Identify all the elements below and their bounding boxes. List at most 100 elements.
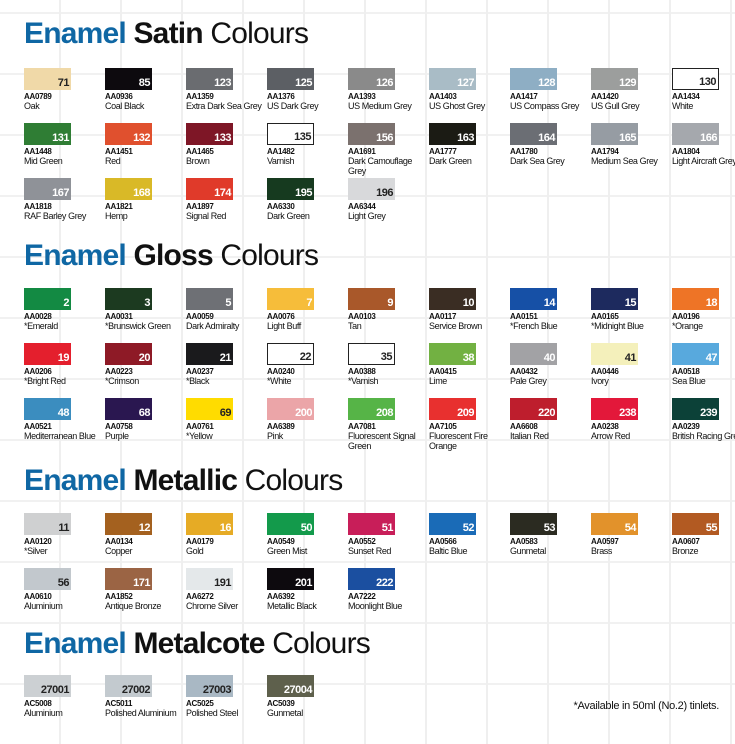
colour-swatch: 171 [105, 568, 152, 590]
colour-name: Mid Green [24, 156, 63, 166]
colour-number: 69 [219, 407, 232, 419]
colour-name: Tan [348, 321, 362, 331]
colour-code: AA6608 [510, 422, 538, 431]
colour-swatch-item: 208 AA7081 Fluorescent Signal Green [348, 398, 429, 453]
colour-swatch: 167 [24, 178, 71, 200]
colour-number: 55 [705, 522, 718, 534]
colour-swatch: 12 [105, 513, 152, 535]
colour-number: 166 [700, 132, 717, 144]
colour-number: 53 [543, 522, 556, 534]
title-word: Colours [244, 464, 344, 497]
colour-swatch: 27001 [24, 675, 71, 697]
colour-swatch-item: 51 AA0552 Sunset Red [348, 513, 429, 568]
colour-swatch: 48 [24, 398, 71, 420]
colour-number: 132 [133, 132, 150, 144]
colour-code: AA0239 [672, 422, 700, 431]
colour-number: 20 [138, 352, 151, 364]
colour-name: Bronze [672, 546, 699, 556]
colour-swatch-item: 222 AA7222 Moonlight Blue [348, 568, 429, 623]
colour-code: AA0206 [24, 367, 52, 376]
colour-code: AA0415 [429, 367, 457, 376]
colour-name: Copper [105, 546, 133, 556]
colour-number: 50 [300, 522, 313, 534]
colour-number: 56 [57, 577, 70, 589]
colour-number: 18 [705, 297, 718, 309]
colour-swatch: 132 [105, 123, 152, 145]
colour-swatch-item: 164 AA1780 Dark Sea Grey [510, 123, 591, 178]
colour-swatch: 27002 [105, 675, 152, 697]
colour-number: 209 [457, 407, 474, 419]
colour-swatch-item: 48 AA0521 Mediterranean Blue [24, 398, 105, 453]
colour-number: 3 [144, 297, 150, 309]
colour-swatch: 19 [24, 343, 71, 365]
colour-code: AA0028 [24, 312, 52, 321]
colour-number: 129 [619, 77, 636, 89]
colour-number: 164 [538, 132, 555, 144]
title-word: Colours [272, 627, 371, 660]
colour-code: AA1451 [105, 147, 133, 156]
title-brand: Enamel [24, 239, 127, 272]
colour-code: AA1434 [672, 92, 700, 101]
colour-code: AA0549 [267, 537, 295, 546]
colour-code: AA6392 [267, 592, 295, 601]
colour-swatch-item: 9 AA0103 Tan [348, 288, 429, 343]
colour-code: AA0223 [105, 367, 133, 376]
colour-number: 38 [462, 352, 475, 364]
colour-name: Purple [105, 431, 129, 441]
colour-swatch-item: 135 AA1482 Varnish [267, 123, 348, 178]
colour-number: 27003 [202, 684, 232, 696]
colour-name: Gunmetal [510, 546, 546, 556]
colour-number: 135 [294, 131, 311, 143]
colour-code: AA0120 [24, 537, 52, 546]
colour-swatch-item: 85 AA0936 Coal Black [105, 68, 186, 123]
colour-code: AA6389 [267, 422, 295, 431]
title-type: Satin [133, 17, 203, 50]
colour-code: AA1852 [105, 592, 133, 601]
colour-number: 174 [214, 187, 231, 199]
colour-name: Moonlight Blue [348, 601, 402, 611]
section-title-metalcote: Enamel Metalcote Colours [24, 627, 371, 661]
colour-code: AC5025 [186, 699, 214, 708]
colour-swatch-item: 27004 AC5039 Gunmetal [267, 675, 348, 730]
colour-swatch: 15 [591, 288, 638, 310]
colour-name: Polished Steel [186, 708, 238, 718]
colour-number: 7 [306, 297, 312, 309]
colour-code: AC5008 [24, 699, 52, 708]
section-title-metallic: Enamel Metallic Colours [24, 464, 344, 498]
colour-code: AA1417 [510, 92, 538, 101]
colour-number: 133 [214, 132, 231, 144]
colour-swatch-item: 20 AA0223 *Crimson [105, 343, 186, 398]
colour-code: AA0165 [591, 312, 619, 321]
colour-swatch-item: 238 AA0238 Arrow Red [591, 398, 672, 453]
colour-swatch-item: 201 AA6392 Metallic Black [267, 568, 348, 623]
section-title-satin: Enamel Satin Colours [24, 17, 309, 51]
colour-swatch-item: 68 AA0758 Purple [105, 398, 186, 453]
colour-number: 5 [225, 297, 231, 309]
colour-swatch-item: 11 AA0120 *Silver [24, 513, 105, 568]
colour-name: Pink [267, 431, 283, 441]
colour-name: *Black [186, 376, 210, 386]
colour-code: AA6344 [348, 202, 376, 211]
colour-code: AC5011 [105, 699, 133, 708]
colour-swatch: 126 [348, 68, 395, 90]
colour-swatch: 208 [348, 398, 395, 420]
colour-number: 168 [133, 187, 150, 199]
colour-code: AC5039 [267, 699, 295, 708]
colour-code: AA0597 [591, 537, 619, 546]
colour-name: *Orange [672, 321, 703, 331]
colour-number: 27001 [40, 684, 70, 696]
colour-swatch: 174 [186, 178, 233, 200]
colour-name: *Midnight Blue [591, 321, 644, 331]
colour-name: *French Blue [510, 321, 558, 331]
colour-swatch: 71 [24, 68, 71, 90]
colour-number: 51 [381, 522, 394, 534]
colour-swatch-item: 200 AA6389 Pink [267, 398, 348, 453]
colour-number: 52 [462, 522, 475, 534]
colour-code: AA1780 [510, 147, 538, 156]
colour-name: Signal Red [186, 211, 227, 221]
colour-swatch: 133 [186, 123, 233, 145]
colour-name: Brown [186, 156, 210, 166]
colour-swatch: 239 [672, 398, 719, 420]
colour-number: 48 [57, 407, 70, 419]
colour-swatch: 168 [105, 178, 152, 200]
